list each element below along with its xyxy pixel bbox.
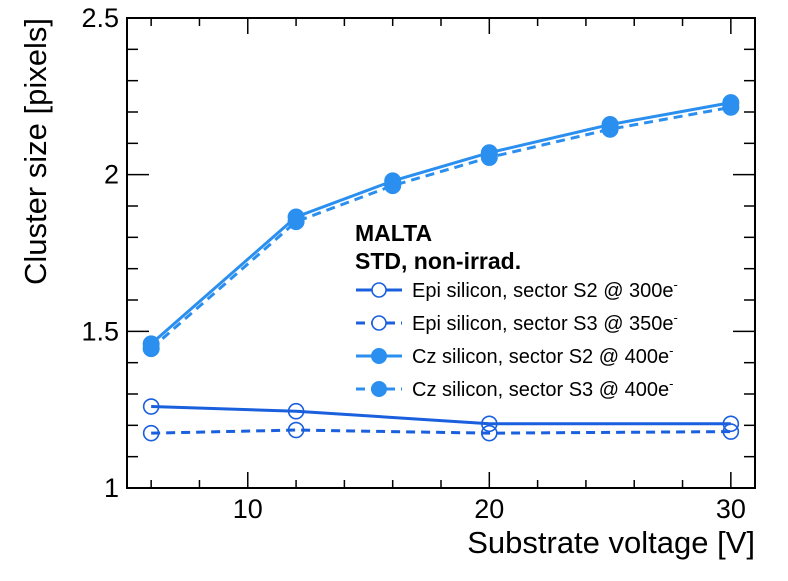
series-line: [150, 105, 732, 350]
data-point: [480, 148, 498, 166]
legend-label-superscript: -: [674, 277, 678, 292]
x-tick-label: 20: [474, 494, 504, 524]
legend-label-superscript: -: [669, 376, 673, 391]
data-point: [287, 213, 305, 231]
series-line: [151, 405, 731, 426]
data-point: [722, 415, 740, 433]
legend-entry: Cz silicon, sector S3 @ 400e-: [356, 376, 673, 401]
data-point: [287, 402, 305, 420]
data-point: [287, 421, 305, 439]
legend-header-line-1: MALTA: [355, 220, 432, 246]
data-point: [384, 177, 402, 195]
x-axis-title: Substrate voltage [V]: [467, 525, 755, 560]
series-4: [142, 98, 740, 358]
data-point: [722, 98, 740, 116]
legend-label: Cz silicon, sector S2 @ 400e-: [412, 343, 673, 368]
data-point: [142, 340, 160, 358]
series-line: [150, 101, 732, 345]
legend-label: Epi silicon, sector S3 @ 350e-: [412, 310, 678, 335]
y-axis-title: Cluster size [pixels]: [18, 18, 53, 285]
x-tick-label: 30: [716, 494, 746, 524]
axis-tick-labels: 10 20 30 1 1.5 2 2.5: [81, 3, 745, 524]
legend-label-superscript: -: [669, 343, 673, 358]
y-tick-label: 1: [104, 473, 119, 503]
legend-label: Epi silicon, sector S2 @ 300e-: [412, 277, 678, 302]
data-point: [481, 415, 498, 433]
legend-marker: [371, 348, 387, 364]
legend: MALTA STD, non-irrad. Epi silicon, secto…: [355, 220, 678, 401]
series-line: [151, 428, 731, 435]
y-tick-label: 2.5: [81, 3, 119, 33]
legend-entry: Epi silicon, sector S2 @ 300e-: [356, 277, 678, 302]
legend-entry: Cz silicon, sector S2 @ 400e-: [356, 343, 673, 368]
legend-marker: [371, 282, 387, 298]
data-point: [601, 120, 619, 138]
legend-marker: [371, 315, 387, 331]
legend-entry: Epi silicon, sector S3 @ 350e-: [356, 310, 678, 335]
axis-ticks: [127, 17, 755, 489]
series-layer: [142, 94, 740, 442]
data-point: [142, 424, 160, 442]
legend-label-superscript: -: [674, 310, 678, 325]
legend-header-line-2: STD, non-irrad.: [355, 248, 521, 274]
data-point: [722, 423, 740, 440]
series-2: [142, 421, 740, 442]
data-point: [142, 398, 160, 415]
data-point: [481, 424, 498, 442]
y-tick-label: 2: [104, 160, 119, 190]
legend-marker: [371, 381, 387, 397]
series-1: [142, 398, 740, 433]
y-tick-label: 1.5: [81, 316, 119, 346]
legend-label: Cz silicon, sector S3 @ 400e-: [412, 376, 673, 401]
x-tick-label: 10: [233, 494, 263, 524]
